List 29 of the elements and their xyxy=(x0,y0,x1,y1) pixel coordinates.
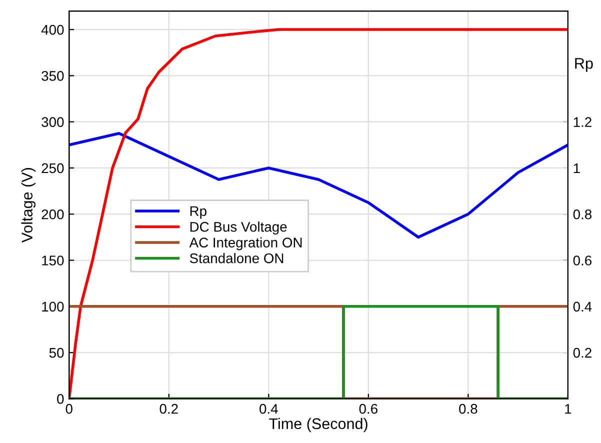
x-tick-label: 0.6 xyxy=(359,404,378,414)
y-tick-label: 100 xyxy=(42,302,64,312)
legend-label: DC Bus Voltage xyxy=(190,222,287,235)
y2-tick-label: 0.2 xyxy=(573,348,592,358)
x-tick-label: 1 xyxy=(565,404,572,414)
y-tick-label: 200 xyxy=(42,209,64,220)
legend-label: Rp xyxy=(190,206,206,219)
y-tick-label: 350 xyxy=(42,71,64,81)
y-tick-label: 300 xyxy=(42,117,64,127)
y2-tick-label: 0.6 xyxy=(573,256,592,266)
y-tick-label: 150 xyxy=(42,256,64,266)
x-axis-title: Time (Second) xyxy=(269,418,368,432)
x-tick-label: 0.8 xyxy=(459,404,478,414)
legend-label: Standalone ON xyxy=(190,253,284,264)
y-tick-label: 0 xyxy=(57,394,64,404)
x-tick-label: 0.2 xyxy=(160,404,178,414)
y2-tick-label: 1 xyxy=(574,163,580,174)
y2-tick-label: 0.8 xyxy=(573,209,592,220)
x-tick-label: 0.4 xyxy=(260,404,278,414)
y2-tick-label: 0.4 xyxy=(573,302,592,312)
line-series xyxy=(69,132,568,239)
y-tick-label: 50 xyxy=(49,348,64,358)
y2-tick-label: 1.2 xyxy=(574,117,592,127)
x-tick-label: 0 xyxy=(66,404,72,414)
y-tick-label: 400 xyxy=(41,24,64,35)
y2-axis-title: Rp xyxy=(575,58,593,72)
y-axis-title: Voltage (V) xyxy=(21,168,36,243)
y-tick-label: 250 xyxy=(42,163,64,174)
legend-label: AC Integration ON xyxy=(189,237,302,250)
